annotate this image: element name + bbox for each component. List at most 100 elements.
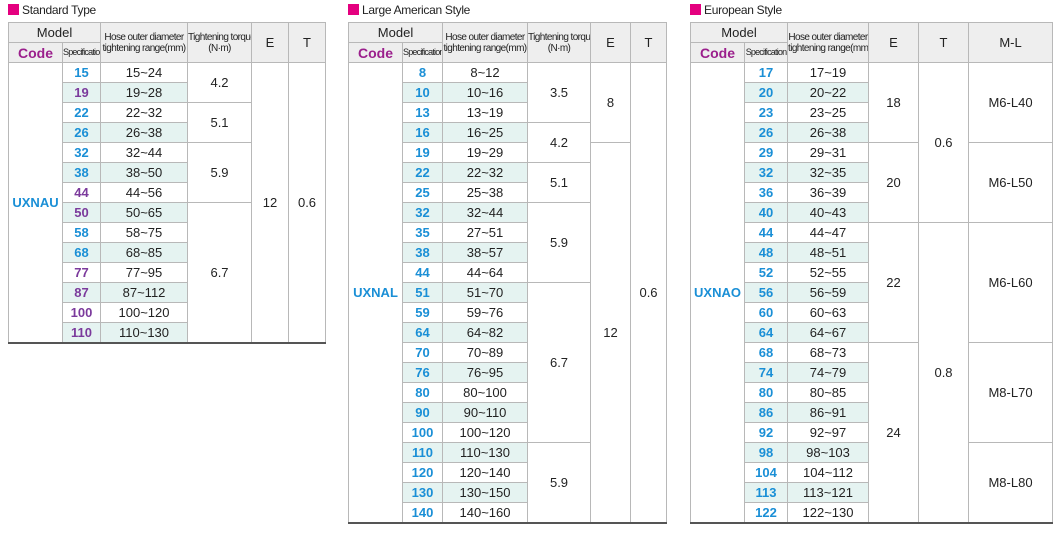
spec-cell: 59 xyxy=(401,302,444,323)
header-line: T xyxy=(303,35,311,50)
data-row: 76 76~95 xyxy=(349,362,667,383)
merged-cell: 24 xyxy=(868,342,920,524)
spec-cell: 16 xyxy=(401,122,444,143)
data-row: 44 44~64 xyxy=(349,262,667,283)
range-cell: 56~59 xyxy=(787,282,870,303)
spec-cell: 50 xyxy=(61,202,102,223)
header-line: E xyxy=(265,35,275,50)
spec-table: Model Hose outer diameter tightening range… xyxy=(7,22,327,344)
range-cell: 23~25 xyxy=(787,102,870,123)
range-cell: 76~95 xyxy=(442,362,529,383)
data-row: 32 32~35 xyxy=(691,162,1053,183)
table-section: Large American Style Model Hose outer diam… xyxy=(347,0,668,524)
data-row: 16 16~25 4.2 xyxy=(349,122,667,163)
data-row: 68 68~73 24 M8-L70 xyxy=(691,342,1054,524)
header-cell: T xyxy=(630,22,668,63)
range-cell: 16~25 xyxy=(442,122,529,143)
data-row: 52 52~55 xyxy=(691,262,1053,283)
spec-cell: 19 xyxy=(61,82,102,103)
spec-table: Model Hose outer diameter tightening range… xyxy=(689,22,1054,524)
header-row: Model Hose outer diameter tightening range… xyxy=(689,22,1054,63)
range-cell: 48~51 xyxy=(787,242,870,263)
range-cell: 13~19 xyxy=(442,102,529,123)
range-cell: 40~43 xyxy=(787,202,870,223)
range-cell: 26~38 xyxy=(100,122,189,143)
range-cell: 32~44 xyxy=(100,142,189,163)
range-cell: 10~16 xyxy=(442,82,529,103)
spec-cell: 98 xyxy=(743,442,789,463)
header-cell: T xyxy=(288,22,327,63)
merged-cell: 5.1 xyxy=(187,102,253,143)
header-line: tightening range(mm) xyxy=(102,42,186,54)
section-title: Standard Type xyxy=(8,0,326,22)
header-model: Model xyxy=(689,22,789,43)
range-cell: 140~160 xyxy=(442,502,529,524)
range-cell: 32~44 xyxy=(442,202,529,223)
data-row: 104 104~112 xyxy=(691,462,1053,483)
code-cell: UXNAO xyxy=(690,62,745,524)
spec-table: Model Hose outer diameter tightening range… xyxy=(347,22,668,524)
merged-cell: 0.8 xyxy=(918,222,970,524)
header-line: tightening range(mm) xyxy=(443,42,527,54)
range-cell: 44~47 xyxy=(787,222,870,243)
header-line: tightening range(mm) xyxy=(788,42,869,54)
data-row: 29 29~31 20 M6-L50 xyxy=(691,142,1054,223)
range-cell: 58~75 xyxy=(100,222,189,243)
spec-cell: 130 xyxy=(401,482,444,503)
range-cell: 120~140 xyxy=(442,462,529,483)
data-row: 40 40~43 xyxy=(691,202,1053,223)
range-cell: 68~73 xyxy=(787,342,870,363)
range-cell: 80~100 xyxy=(442,382,529,403)
header-row: Code Specification xyxy=(8,42,326,63)
merged-cell: 5.1 xyxy=(527,162,592,203)
spec-cell: 19 xyxy=(401,142,444,163)
spec-cell: 56 xyxy=(743,282,789,303)
range-cell: 68~85 xyxy=(100,242,189,263)
data-row: 80 80~100 xyxy=(349,382,667,403)
merged-cell: 12 xyxy=(251,62,290,344)
range-cell: 52~55 xyxy=(787,262,870,283)
spec-cell: 32 xyxy=(61,142,102,163)
data-row: 36 36~39 xyxy=(691,182,1053,203)
merged-cell: M8-L70 xyxy=(968,342,1054,443)
range-cell: 19~29 xyxy=(442,142,529,163)
range-cell: 100~120 xyxy=(100,302,189,323)
range-cell: 22~32 xyxy=(442,162,529,183)
range-cell: 20~22 xyxy=(787,82,870,103)
spec-cell: 38 xyxy=(401,242,444,263)
spec-cell: 104 xyxy=(743,462,789,483)
header-cell: E xyxy=(868,22,920,63)
title-icon xyxy=(8,4,19,15)
range-cell: 38~50 xyxy=(100,162,189,183)
header-line: Hose outer diameter xyxy=(788,31,868,43)
header-line: E xyxy=(606,35,615,50)
code-cell: UXNAL xyxy=(348,62,403,524)
range-cell: 64~82 xyxy=(442,322,529,343)
data-row: 32 32~44 5.9 xyxy=(349,202,667,283)
spec-cell: 52 xyxy=(743,262,789,283)
data-row: 77 77~95 xyxy=(9,262,326,283)
title-icon xyxy=(690,4,701,15)
header-row: Code Specification xyxy=(690,42,1053,63)
spec-cell: 17 xyxy=(743,62,789,83)
data-row: 23 23~25 xyxy=(691,102,1053,123)
data-row: 19 19~29 12 xyxy=(349,142,667,524)
data-row: 140 140~160 xyxy=(349,502,667,524)
data-row: 50 50~65 6.7 xyxy=(9,202,326,344)
data-row: 122 122~130 xyxy=(691,502,1053,524)
title-icon xyxy=(348,4,359,15)
merged-cell: 5.9 xyxy=(527,442,592,524)
spec-cell: 64 xyxy=(401,322,444,343)
table-section: European Style Model Hose outer diameter ti… xyxy=(689,0,1054,524)
spec-cell: 13 xyxy=(401,102,444,123)
data-row: UXNAL 8 8~12 3.5 8 0.6 xyxy=(348,62,668,524)
header-cell: M-L xyxy=(968,22,1054,63)
spec-cell: 76 xyxy=(401,362,444,383)
spec-cell: 23 xyxy=(743,102,789,123)
merged-cell: M6-L50 xyxy=(968,142,1054,223)
spec-cell: 38 xyxy=(61,162,102,183)
data-row: 113 113~121 xyxy=(691,482,1053,503)
section-title: Large American Style xyxy=(348,0,667,22)
data-row: 120 120~140 xyxy=(349,462,667,483)
range-cell: 19~28 xyxy=(100,82,189,103)
